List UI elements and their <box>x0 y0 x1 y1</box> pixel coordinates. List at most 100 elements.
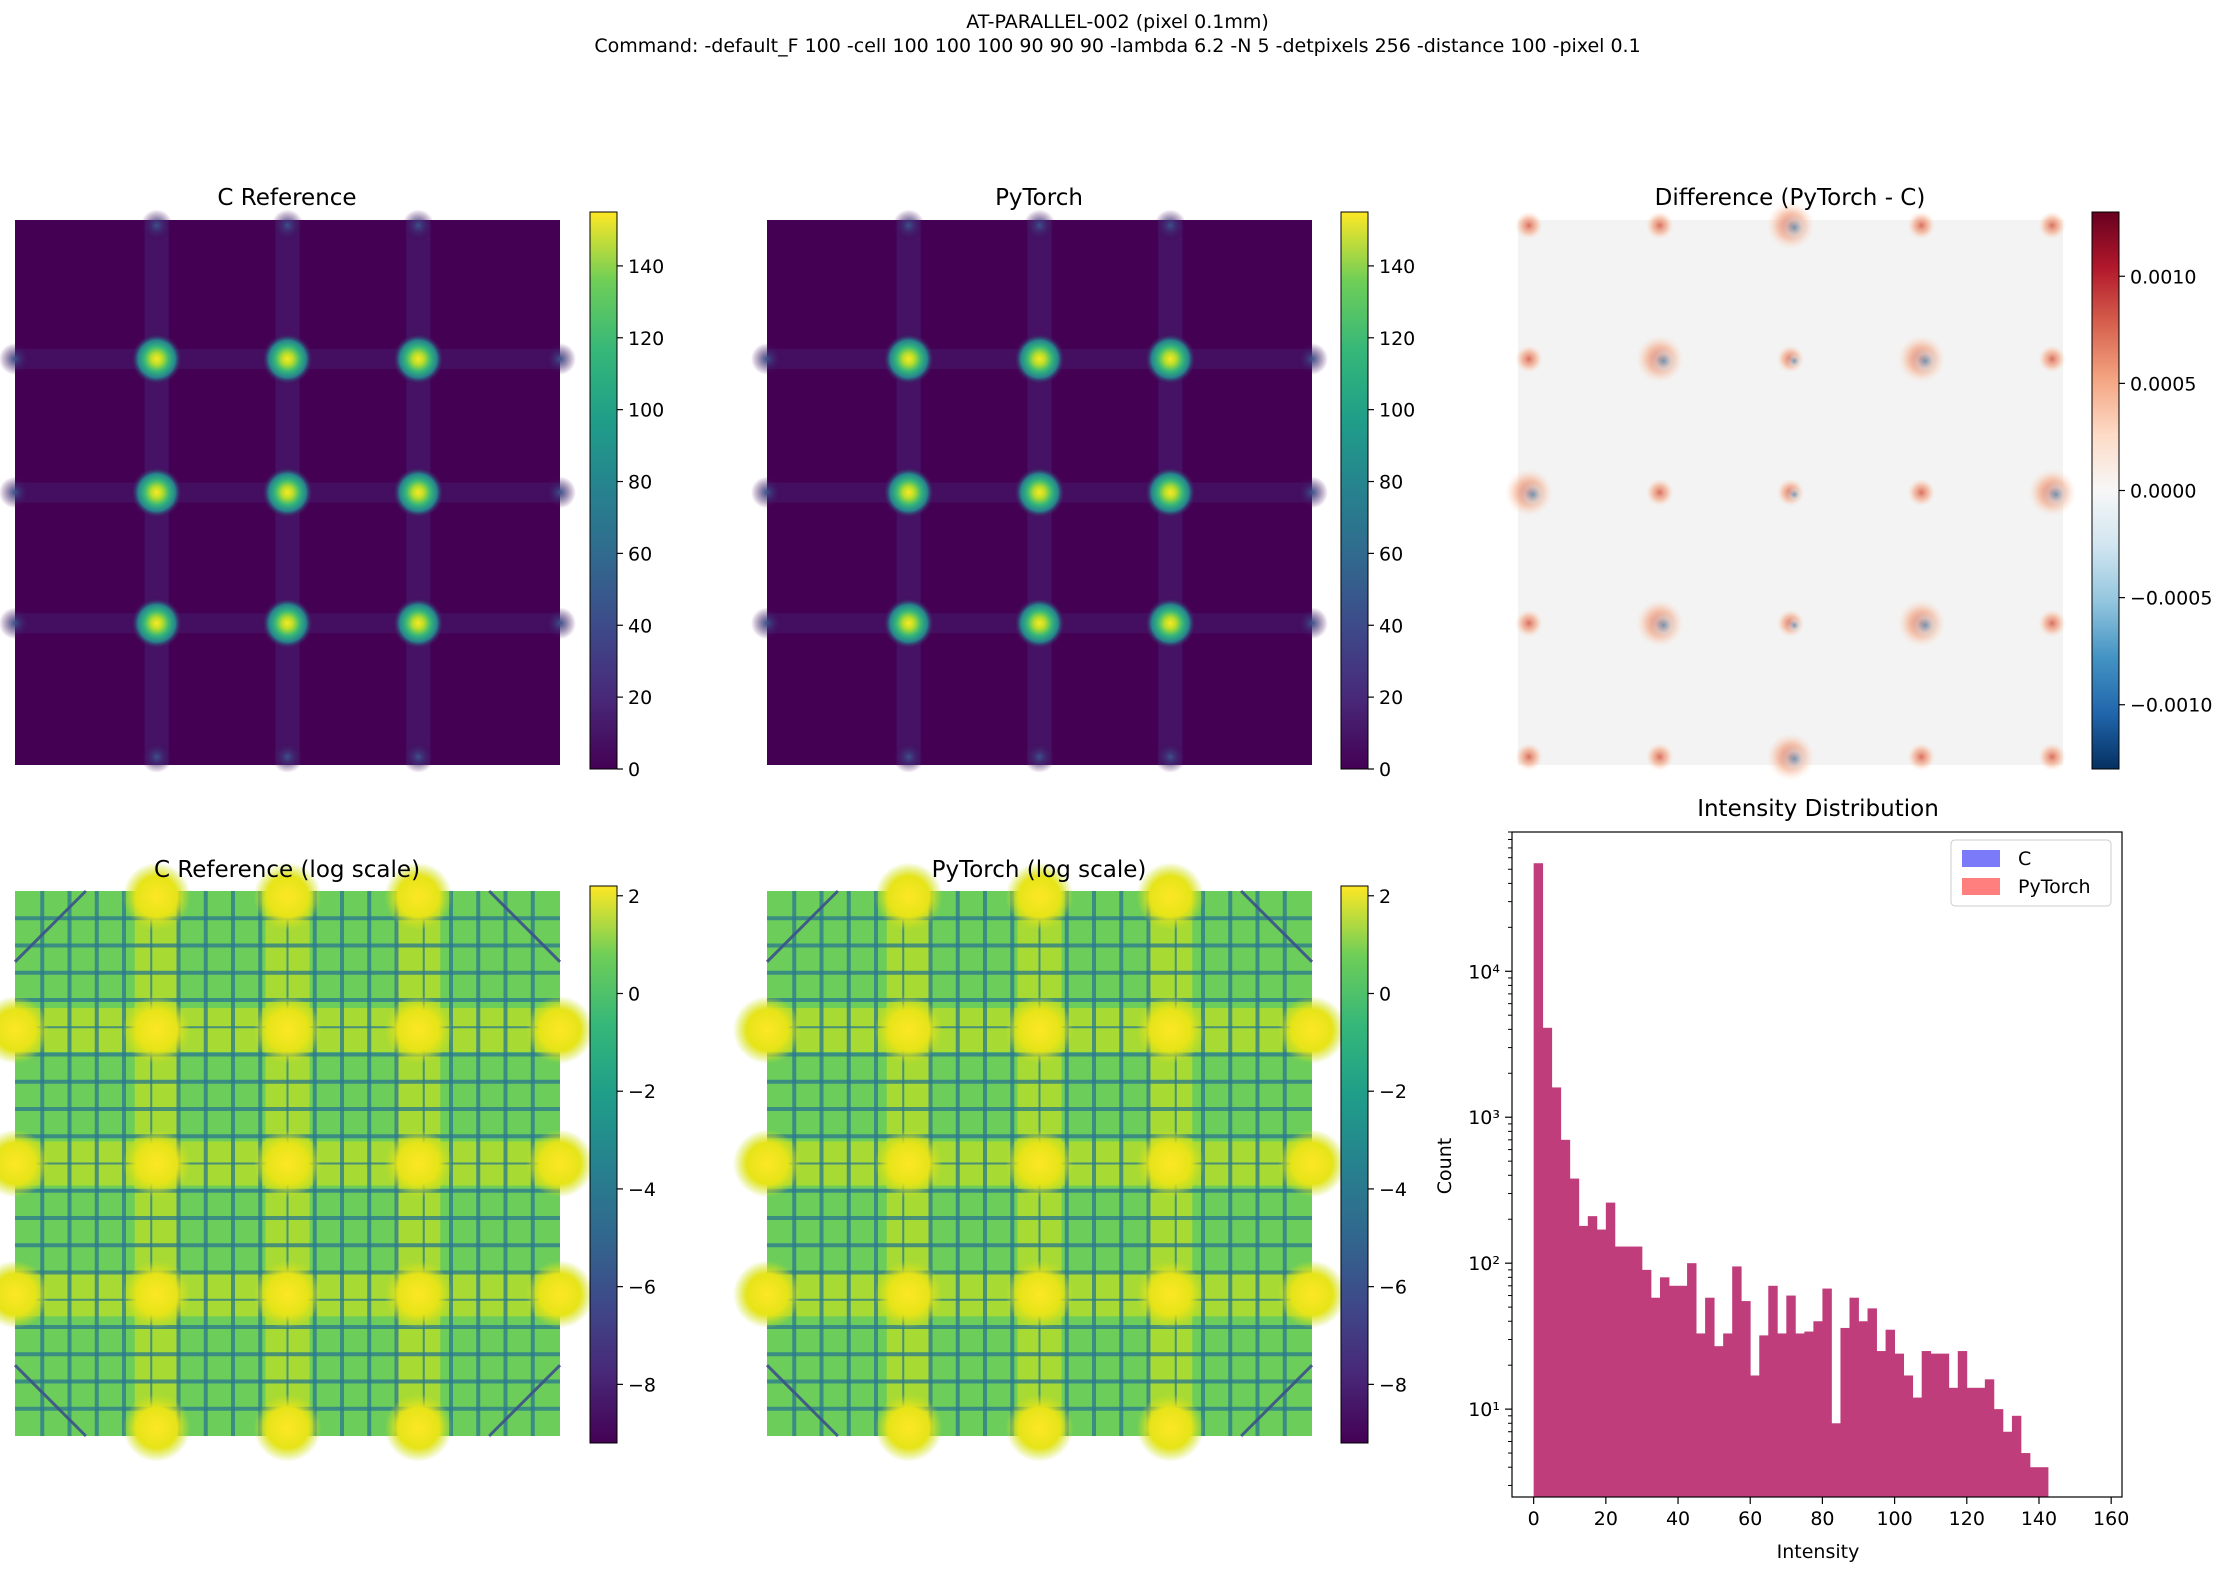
histogram-bar <box>1641 1269 1652 1497</box>
heatmap-peak <box>1144 332 1197 385</box>
histogram-bar <box>1551 1087 1562 1497</box>
heatmap-c-reference-log <box>0 862 594 1462</box>
colorbar-tick-label: 0 <box>1379 759 1391 781</box>
histogram-xtick-label: 140 <box>2021 1508 2057 1530</box>
histogram-bar <box>1669 1285 1679 1497</box>
heatmap-diff-spot-neg <box>1781 214 1808 241</box>
heatmap-peak <box>384 862 453 931</box>
colorbar-tick-label: 120 <box>1379 328 1415 350</box>
heatmap-peak <box>1013 332 1066 385</box>
colorbar-pytorch-log: −8 −6 −4 −2 0 2 <box>1340 885 1407 1444</box>
heatmap-corner-arc <box>488 889 562 963</box>
colorbar-tick-label: −0.0005 <box>2130 588 2212 610</box>
heatmap-peak <box>874 1260 943 1329</box>
histogram-bar <box>1849 1297 1859 1497</box>
histogram-bar <box>1587 1216 1598 1497</box>
histogram-ytick-label: 10⁴ <box>1468 961 1500 983</box>
heatmap-peak <box>733 1129 801 1198</box>
heatmap-peak <box>140 209 173 242</box>
histogram-xtick-label: 120 <box>1949 1508 1985 1530</box>
heatmap-peak <box>122 862 191 931</box>
heatmap-peak <box>874 1393 943 1462</box>
histogram-bar <box>1957 1351 1968 1497</box>
histogram-bar <box>1605 1202 1616 1497</box>
histogram-bar <box>1903 1375 1914 1497</box>
heatmap-peak <box>874 1129 943 1198</box>
histogram-bar <box>1768 1285 1778 1497</box>
heatmap-peak <box>271 209 304 242</box>
heatmap-peak <box>0 995 49 1064</box>
histogram-bar <box>2011 1415 2022 1497</box>
heatmap-diff-spot <box>1514 742 1543 771</box>
heatmap-peak <box>384 1129 453 1198</box>
heatmap-diff-spot <box>2038 609 2067 638</box>
histogram-xtick-label: 80 <box>1810 1508 1834 1530</box>
heatmap-peak <box>1023 740 1056 773</box>
heatmap-pytorch-log <box>733 862 1346 1462</box>
colorbar-tick-label: 140 <box>1379 256 1415 278</box>
histogram-bar <box>1912 1397 1923 1497</box>
heatmap-peak <box>1136 995 1205 1064</box>
histogram-bar <box>1578 1225 1589 1497</box>
heatmap-peak <box>261 597 314 650</box>
heatmap-difference <box>1504 201 2077 781</box>
colorbar-tick-label: −6 <box>628 1277 656 1299</box>
heatmap-peak <box>1005 862 1074 931</box>
heatmap-diff-spot-neg <box>1786 486 1803 503</box>
heatmap-c-reference <box>0 209 576 773</box>
heatmap-peak <box>1154 209 1187 242</box>
heatmap-peak <box>122 1129 191 1198</box>
heatmap-peak <box>384 1393 453 1462</box>
histogram-legend: C PyTorch <box>1950 839 2112 907</box>
histogram-bar <box>1623 1246 1634 1497</box>
colorbar-tick-label: 120 <box>628 328 664 350</box>
heatmap-peak <box>384 1260 453 1329</box>
colorbar-c-reference: 0 20 40 60 80 100 120 140 <box>589 211 664 781</box>
heatmap-peak <box>874 862 943 931</box>
heatmap-peak <box>402 740 435 773</box>
histogram-bar <box>1614 1246 1625 1497</box>
histogram-bar <box>1786 1295 1796 1497</box>
heatmap-peak <box>1278 995 1346 1064</box>
heatmap-corner-arc <box>765 889 839 963</box>
histogram-bar <box>1560 1139 1571 1497</box>
colorbar-tick-label: −6 <box>1379 1277 1407 1299</box>
heatmap-peak <box>733 995 801 1064</box>
colorbar-tick-label: 80 <box>628 472 652 494</box>
histogram-bar <box>2038 1467 2049 1497</box>
heatmap-diff-spot-neg <box>1912 612 1939 639</box>
histogram-bar <box>1858 1321 1868 1497</box>
heatmap-diff-spot <box>1645 478 1674 507</box>
heatmap-peak <box>392 597 445 650</box>
heatmap-peak <box>140 740 173 773</box>
histogram-bar <box>1542 1027 1553 1497</box>
heatmap-peak <box>1013 466 1066 519</box>
heatmap-peak <box>892 740 925 773</box>
heatmap-diff-spot-neg <box>1781 745 1808 773</box>
colorbar-fill <box>589 211 618 770</box>
heatmap-peak <box>544 342 576 375</box>
heatmap-diff-spot <box>1514 609 1543 638</box>
heatmap-corner-arc <box>1240 1364 1314 1438</box>
heatmap-peak <box>874 995 943 1064</box>
colorbar-tick-label: 20 <box>628 687 652 709</box>
heatmap-peak <box>261 466 314 519</box>
heatmap-corner-arc <box>488 1364 562 1438</box>
heatmap-peak <box>0 1260 49 1329</box>
heatmap-peak <box>1278 1260 1346 1329</box>
colorbar-tick-label: 140 <box>628 256 664 278</box>
heatmap-peak <box>751 607 783 640</box>
heatmap-diff-spot <box>2038 211 2067 240</box>
histogram-xtick-label: 20 <box>1594 1508 1618 1530</box>
heatmap-peak <box>1005 995 1074 1064</box>
histogram-xtick-label: 40 <box>1666 1508 1690 1530</box>
heatmap-peak <box>122 1260 191 1329</box>
histogram-xtick-label: 60 <box>1738 1508 1762 1530</box>
heatmap-diff-spot <box>1907 742 1936 771</box>
histogram-bar <box>1632 1246 1643 1497</box>
heatmap-peak <box>544 607 576 640</box>
histogram-bar <box>1948 1387 1959 1497</box>
histogram-bar <box>1975 1387 1986 1497</box>
legend-swatch-pytorch <box>1962 878 2000 895</box>
histogram-bar <box>1993 1409 2004 1497</box>
